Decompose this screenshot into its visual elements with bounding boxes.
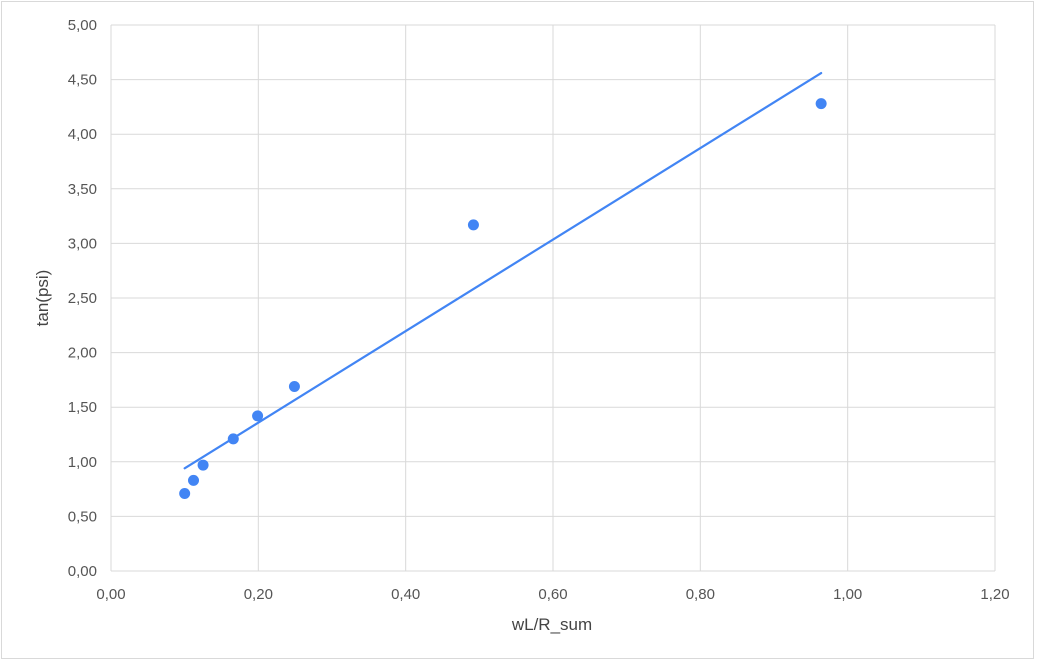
y-tick-labels: 0,00 0,50 1,00 1,50 2,00 2,50 3,00 3,50 4,00 4,50… [68, 17, 97, 580]
data-point [179, 487, 191, 499]
trendline [183, 71, 823, 470]
y-tick-label: 3,50 [68, 181, 97, 198]
x-tick-label: 0,20 [244, 586, 273, 603]
data-point [197, 459, 209, 471]
y-tick-label: 5,00 [68, 17, 97, 34]
data-point [815, 98, 827, 110]
y-tick-label: 4,50 [68, 72, 97, 89]
data-points [179, 98, 827, 499]
x-tick-label: 1,00 [833, 586, 862, 603]
y-tick-label: 2,00 [68, 345, 97, 362]
y-tick-label: 1,50 [68, 399, 97, 416]
x-tick-label: 0,60 [538, 586, 567, 603]
y-tick-label: 1,00 [68, 454, 97, 471]
x-tick-labels: 0,00 0,20 0,40 0,60 0,80 1,00 1,20 [96, 586, 1009, 603]
x-axis-title: wL/R_sum [511, 615, 592, 634]
x-tick-label: 0,80 [686, 586, 715, 603]
trendline-layer [183, 71, 823, 470]
x-tick-label: 0,40 [391, 586, 420, 603]
y-tick-label: 4,00 [68, 126, 97, 143]
data-point [252, 410, 264, 422]
y-tick-label: 3,00 [68, 235, 97, 252]
y-tick-label: 0,50 [68, 508, 97, 525]
y-axis-title: tan(psi) [33, 270, 52, 327]
data-point [188, 474, 200, 486]
y-tick-label: 0,00 [68, 563, 97, 580]
data-point [467, 219, 479, 231]
y-tick-label: 2,50 [68, 290, 97, 307]
data-point [288, 380, 300, 392]
grid-lines [110, 24, 996, 572]
x-tick-label: 1,20 [980, 586, 1009, 603]
data-point [227, 433, 239, 445]
x-tick-label: 0,00 [96, 586, 125, 603]
